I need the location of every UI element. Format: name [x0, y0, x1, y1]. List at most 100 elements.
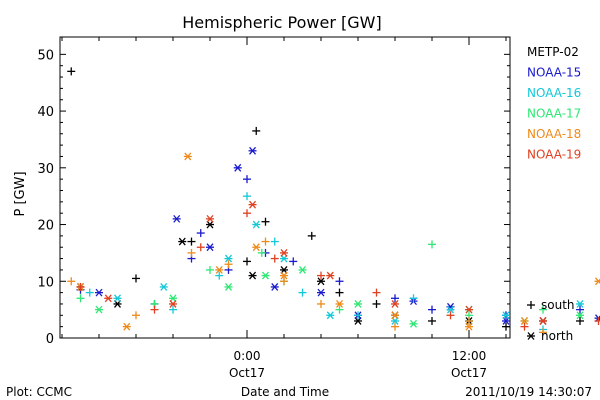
north-point — [183, 152, 192, 161]
south-point — [539, 305, 547, 314]
north-point — [252, 220, 261, 229]
north-point — [178, 237, 187, 246]
south-point — [391, 322, 399, 331]
x-tick-time-label: 12:00 — [452, 349, 487, 363]
north-point — [104, 294, 113, 303]
north-point — [576, 300, 584, 308]
north-point — [113, 294, 122, 303]
south-point — [317, 271, 325, 280]
north-point — [539, 317, 547, 325]
north-point — [95, 305, 103, 314]
north-point — [122, 322, 131, 331]
y-tick-label: 20 — [37, 219, 54, 234]
south-point — [132, 274, 140, 283]
timestamp: 2011/10/19 14:30:07 — [465, 385, 592, 399]
north-point — [280, 254, 288, 263]
south-point — [428, 305, 436, 314]
marker-key: south north — [527, 298, 575, 343]
north-point — [502, 311, 510, 320]
north-point — [335, 300, 344, 308]
north-point — [576, 311, 584, 320]
north-point — [169, 294, 177, 303]
north-point — [206, 243, 214, 252]
south-point — [502, 322, 510, 331]
north-point — [391, 311, 399, 320]
south-point — [372, 288, 381, 297]
south-point — [335, 288, 344, 297]
south-point — [132, 311, 140, 320]
north-point — [280, 271, 288, 280]
north-point — [252, 243, 261, 252]
south-point — [243, 209, 251, 218]
south-point — [298, 288, 307, 297]
north-point — [159, 283, 168, 291]
north-point — [326, 271, 335, 280]
south-point — [428, 316, 436, 325]
south-point — [261, 217, 270, 226]
south-point — [270, 237, 279, 246]
chart-title: Hemispheric Power [GW] — [182, 13, 381, 32]
north-point — [391, 317, 399, 325]
y-axis-label: P [GW] — [13, 171, 28, 216]
y-axis-ticks: 0 10 20 30 40 50 — [37, 48, 510, 347]
marker-key-label: south — [541, 298, 575, 312]
north-point — [172, 214, 181, 223]
south-point — [576, 316, 584, 325]
x-tick-date-label: Oct17 — [451, 366, 487, 380]
legend: METP-02 NOAA-15 NOAA-16 NOAA-17 NOAA-18 NOAA-… — [527, 45, 581, 162]
legend-entry: NOAA-19 — [527, 148, 581, 162]
south-point — [206, 265, 214, 274]
south-point — [335, 305, 344, 314]
legend-entry: NOAA-16 — [527, 86, 581, 100]
north-point — [317, 277, 325, 286]
north-point — [95, 288, 103, 297]
north-point — [261, 271, 270, 280]
south-point — [76, 294, 85, 303]
south-point — [307, 231, 316, 240]
south-point — [67, 277, 76, 286]
south-point — [317, 299, 325, 308]
x-tick-time-label: 0:00 — [234, 349, 261, 363]
north-point — [465, 305, 473, 314]
north-point — [270, 283, 279, 291]
north-point — [409, 319, 418, 328]
south-point — [354, 311, 362, 320]
south-point — [187, 237, 196, 246]
south-point — [391, 294, 399, 303]
north-point — [354, 317, 362, 325]
north-point — [113, 300, 122, 308]
x-tick-date-label: Oct17 — [229, 366, 265, 380]
south-point — [196, 243, 205, 252]
south-point — [372, 299, 381, 308]
south-point — [150, 305, 159, 314]
legend-entry: NOAA-15 — [527, 66, 581, 80]
y-tick-label: 0 — [46, 332, 54, 347]
north-point — [248, 200, 257, 209]
south-point — [428, 240, 436, 249]
south-point — [257, 248, 266, 257]
south-point — [215, 271, 224, 280]
south-point — [446, 311, 455, 320]
south-point — [243, 192, 251, 201]
legend-entry: NOAA-17 — [527, 107, 581, 121]
north-point — [224, 283, 233, 291]
south-point — [520, 322, 529, 331]
north-point — [317, 288, 325, 297]
south-point — [289, 257, 298, 266]
south-point — [243, 257, 251, 266]
north-point — [446, 305, 455, 314]
south-point — [196, 229, 205, 238]
south-point — [335, 277, 344, 286]
south-point — [409, 294, 418, 303]
south-point — [270, 254, 279, 263]
marker-key-symbol — [527, 332, 535, 340]
north-point — [391, 300, 399, 308]
south-point — [252, 126, 261, 135]
data-points — [67, 67, 600, 337]
north-point — [206, 220, 214, 229]
south-point — [594, 316, 600, 325]
north-point — [354, 300, 362, 308]
south-point — [539, 328, 547, 337]
plot-credit: Plot: CCMC — [6, 385, 72, 399]
